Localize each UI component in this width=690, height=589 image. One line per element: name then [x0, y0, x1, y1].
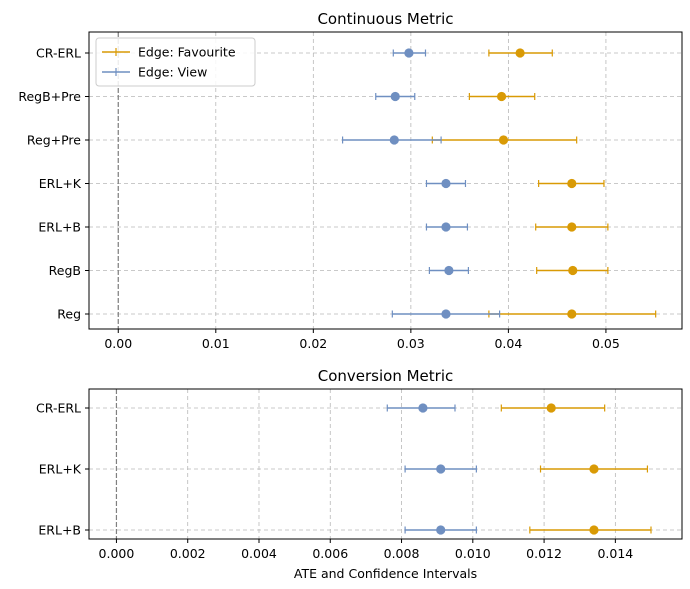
legend-box	[95, 37, 256, 87]
axes-frame	[88, 31, 683, 330]
data-point	[546, 403, 556, 413]
y-tick-label: Reg	[57, 307, 81, 322]
x-tick-label: 0.05	[592, 336, 620, 351]
y-tick-label: ERL+K	[39, 462, 82, 477]
series-1	[341, 48, 501, 319]
data-point	[441, 178, 451, 189]
data-point	[436, 464, 446, 474]
chart-title: Continuous Metric	[317, 10, 453, 28]
x-tick-label: 0.000	[99, 546, 135, 561]
x-tick-label: 0.03	[397, 336, 425, 351]
y-tick-label: RegB+Pre	[18, 89, 81, 104]
x-tick-label: 0.04	[494, 336, 522, 351]
data-point	[567, 178, 577, 189]
x-axis-label: ATE and Confidence Intervals	[294, 566, 477, 581]
chart-panel-1: Conversion Metric 0.000 0.002 0.004 0.006 0.0…	[36, 367, 683, 581]
x-tick-label: 0.00	[104, 336, 132, 351]
legend-label: Edge: View	[138, 65, 207, 80]
data-point	[441, 309, 451, 319]
x-tick-label: 0.02	[299, 336, 327, 351]
data-point	[589, 525, 599, 535]
x-tick-label: 0.014	[597, 546, 633, 561]
x-tick-label: 0.012	[526, 546, 562, 561]
y-tick-label: ERL+B	[38, 523, 81, 538]
y-tick-label: ERL+K	[39, 176, 82, 191]
data-point	[567, 309, 577, 319]
axes-frame	[88, 388, 683, 540]
chart-title: Conversion Metric	[318, 367, 454, 385]
data-point	[515, 48, 525, 58]
legend: Edge: Favourite Edge: View	[95, 37, 256, 87]
data-point	[496, 91, 507, 102]
x-tick-label: 0.01	[202, 336, 230, 351]
data-point	[441, 222, 451, 232]
data-point	[389, 135, 399, 145]
series-0	[431, 48, 657, 319]
x-tick-label: 0.002	[170, 546, 206, 561]
data-point	[436, 525, 446, 535]
data-point	[498, 135, 509, 145]
data-point	[418, 403, 428, 413]
y-tick-label: CR-ERL	[36, 46, 81, 61]
x-tick-label: 0.004	[241, 546, 277, 561]
series-1	[386, 403, 477, 535]
data-point	[568, 265, 578, 276]
series-0	[500, 403, 652, 535]
data-point	[567, 222, 577, 232]
y-tick-label: CR-ERL	[36, 401, 81, 416]
x-tick-label: 0.008	[384, 546, 420, 561]
y-tick-label: ERL+B	[38, 220, 81, 235]
x-tick-label: 0.010	[455, 546, 491, 561]
data-point	[390, 91, 400, 102]
y-tick-label: Reg+Pre	[27, 133, 81, 148]
y-tick-label: RegB	[49, 263, 81, 278]
x-tick-label: 0.006	[312, 546, 348, 561]
data-point	[404, 48, 414, 58]
data-point	[444, 265, 454, 276]
legend-label: Edge: Favourite	[138, 45, 236, 60]
chart-panel-0: Continuous Metric 0.00 0.01 0.02 0.03 0.04 0.0…	[18, 10, 683, 351]
data-point	[589, 464, 599, 474]
